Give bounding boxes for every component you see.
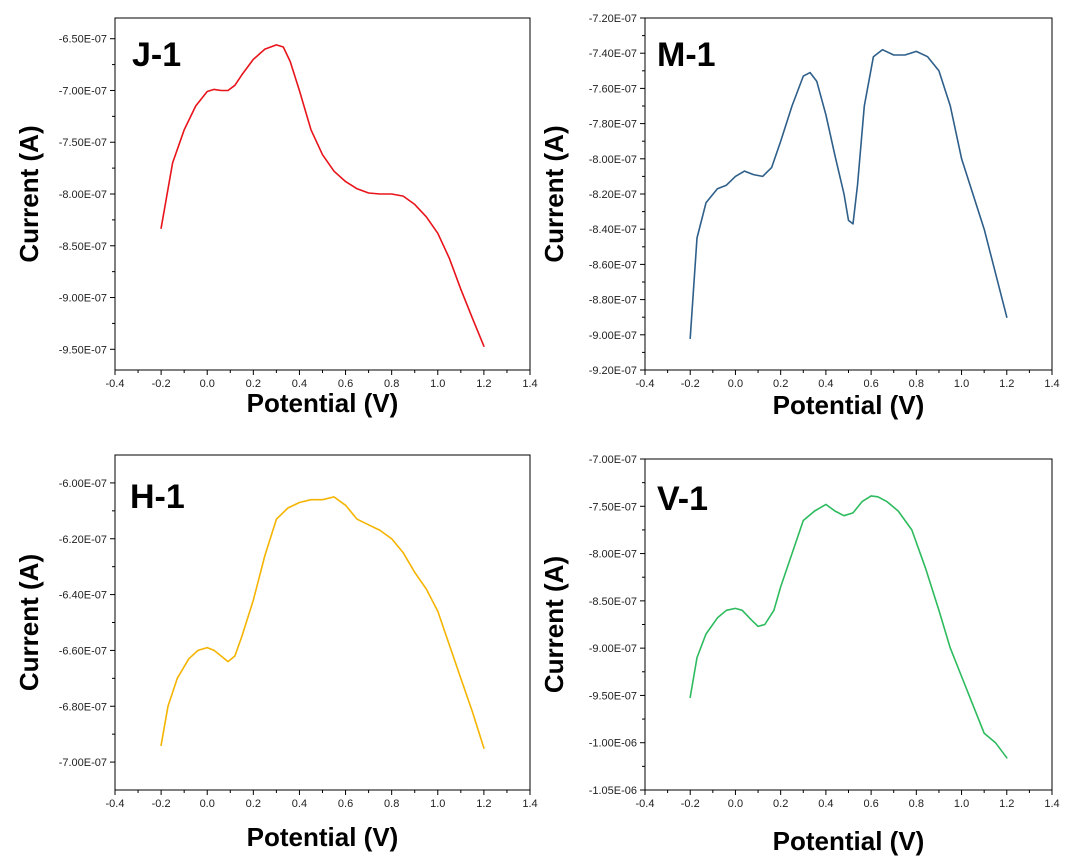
y-tick-label: -8.00E-07: [589, 549, 637, 561]
y-tick-label: -7.00E-07: [589, 454, 637, 466]
x-tick-label: 0.6: [338, 798, 353, 810]
y-axis-title: Current (A): [14, 125, 44, 262]
x-tick-label: 0.8: [384, 798, 399, 810]
y-tick-label: -7.60E-07: [589, 83, 637, 95]
y-tick-label: -8.80E-07: [589, 295, 637, 307]
x-tick-label: 1.4: [1044, 378, 1059, 390]
y-tick-label: -6.60E-07: [59, 645, 107, 657]
x-tick-label: 1.2: [476, 798, 491, 810]
series-line: [160, 44, 485, 348]
x-tick-label: 0.8: [909, 798, 924, 810]
x-tick-label: 0.6: [338, 378, 353, 390]
x-tick-label: 0.4: [292, 378, 307, 390]
x-tick-label: 1.0: [954, 378, 969, 390]
panel-label: V-1: [657, 480, 708, 518]
x-tick-label: 1.0: [954, 798, 969, 810]
x-tick-label: 1.2: [999, 798, 1014, 810]
x-tick-label: 1.4: [522, 798, 537, 810]
y-tick-label: -9.20E-07: [589, 365, 637, 377]
y-tick-label: -6.50E-07: [59, 34, 107, 46]
y-tick-label: -8.40E-07: [589, 224, 637, 236]
x-tick-label: -0.4: [636, 798, 655, 810]
x-tick-label: 0.4: [292, 798, 307, 810]
x-tick-label: -0.2: [681, 378, 700, 390]
x-tick-label: -0.2: [681, 798, 700, 810]
x-tick-label: 0.6: [863, 378, 878, 390]
y-tick-label: -6.00E-07: [59, 478, 107, 490]
x-tick-label: 0.2: [246, 378, 261, 390]
x-tick-label: 1.2: [476, 378, 491, 390]
x-tick-label: 0.2: [773, 798, 788, 810]
y-tick-label: -7.80E-07: [589, 119, 637, 131]
y-tick-label: -9.00E-07: [589, 330, 637, 342]
x-tick-label: -0.4: [636, 378, 655, 390]
panel-label: M-1: [657, 36, 716, 74]
y-tick-label: -7.00E-07: [59, 757, 107, 769]
x-tick-label: 0.0: [728, 798, 743, 810]
x-axis-title: Potential (V): [247, 822, 399, 852]
x-tick-label: 0.8: [384, 378, 399, 390]
y-tick-label: -8.00E-07: [59, 189, 107, 201]
y-tick-label: -8.60E-07: [589, 259, 637, 271]
x-tick-label: 0.2: [246, 798, 261, 810]
panel-j-1: -0.4 -0.2 0.0 0.2 0.4 0.6 0.8 1.0 1.2 1.4 -6.50E-0…: [14, 17, 538, 418]
x-tick-label: -0.2: [152, 798, 171, 810]
y-tick-label: -9.50E-07: [59, 344, 107, 356]
series-line: [160, 496, 485, 749]
x-tick-label: 0.8: [909, 378, 924, 390]
x-tick-label: 0.0: [200, 798, 215, 810]
panel-label: H-1: [130, 478, 185, 516]
panel-m-1: -0.4 -0.2 0.0 0.2 0.4 0.6 0.8 1.0 1.2 1.4 -7.20E-0…: [539, 13, 1060, 420]
y-tick-label: -6.20E-07: [59, 534, 107, 546]
y-tick-label: -8.20E-07: [589, 189, 637, 201]
y-tick-label: -1.05E-06: [589, 785, 637, 797]
y-tick-label: -7.00E-07: [59, 85, 107, 97]
y-axis-title: Current (A): [14, 554, 44, 691]
x-axis-title: Potential (V): [773, 390, 925, 420]
y-axis-title: Current (A): [539, 556, 569, 693]
series-line: [689, 48, 1008, 340]
x-axis-title: Potential (V): [247, 388, 399, 418]
x-tick-label: 1.0: [430, 798, 445, 810]
y-tick-label: -7.40E-07: [589, 48, 637, 60]
x-axis-title: Potential (V): [773, 826, 925, 856]
x-tick-label: 1.4: [522, 378, 537, 390]
y-tick-label: -8.50E-07: [59, 241, 107, 253]
y-tick-label: -8.00E-07: [589, 154, 637, 166]
y-tick-label: -7.50E-07: [589, 501, 637, 513]
y-tick-label: -9.00E-07: [589, 643, 637, 655]
x-tick-label: 0.0: [728, 378, 743, 390]
y-axis-title: Current (A): [539, 125, 569, 262]
y-tick-label: -7.20E-07: [589, 13, 637, 25]
x-tick-label: 1.2: [999, 378, 1014, 390]
x-tick-label: -0.4: [106, 378, 125, 390]
y-tick-label: -7.50E-07: [59, 137, 107, 149]
x-tick-label: 1.0: [430, 378, 445, 390]
panel-v-1: -0.4 -0.2 0.0 0.2 0.4 0.6 0.8 1.0 1.2 1.4 -7.00E-0…: [539, 454, 1060, 856]
x-tick-label: 0.4: [818, 378, 833, 390]
y-tick-label: -9.50E-07: [589, 690, 637, 702]
panel-h-1: -0.4 -0.2 0.0 0.2 0.4 0.6 0.8 1.0 1.2 1.4 -6.00E-0…: [14, 454, 538, 852]
x-tick-label: 0.2: [773, 378, 788, 390]
x-tick-label: -0.2: [152, 378, 171, 390]
x-tick-label: -0.4: [106, 798, 125, 810]
y-tick-label: -1.00E-06: [589, 738, 637, 750]
series-line: [689, 495, 1008, 759]
y-tick-label: -6.40E-07: [59, 590, 107, 602]
x-tick-label: 0.6: [863, 798, 878, 810]
x-tick-label: 0.4: [818, 798, 833, 810]
y-tick-label: -9.00E-07: [59, 293, 107, 305]
x-tick-label: 1.4: [1044, 798, 1059, 810]
y-tick-label: -6.80E-07: [59, 701, 107, 713]
x-tick-label: 0.0: [200, 378, 215, 390]
panel-label: J-1: [132, 36, 181, 74]
y-tick-label: -8.50E-07: [589, 596, 637, 608]
